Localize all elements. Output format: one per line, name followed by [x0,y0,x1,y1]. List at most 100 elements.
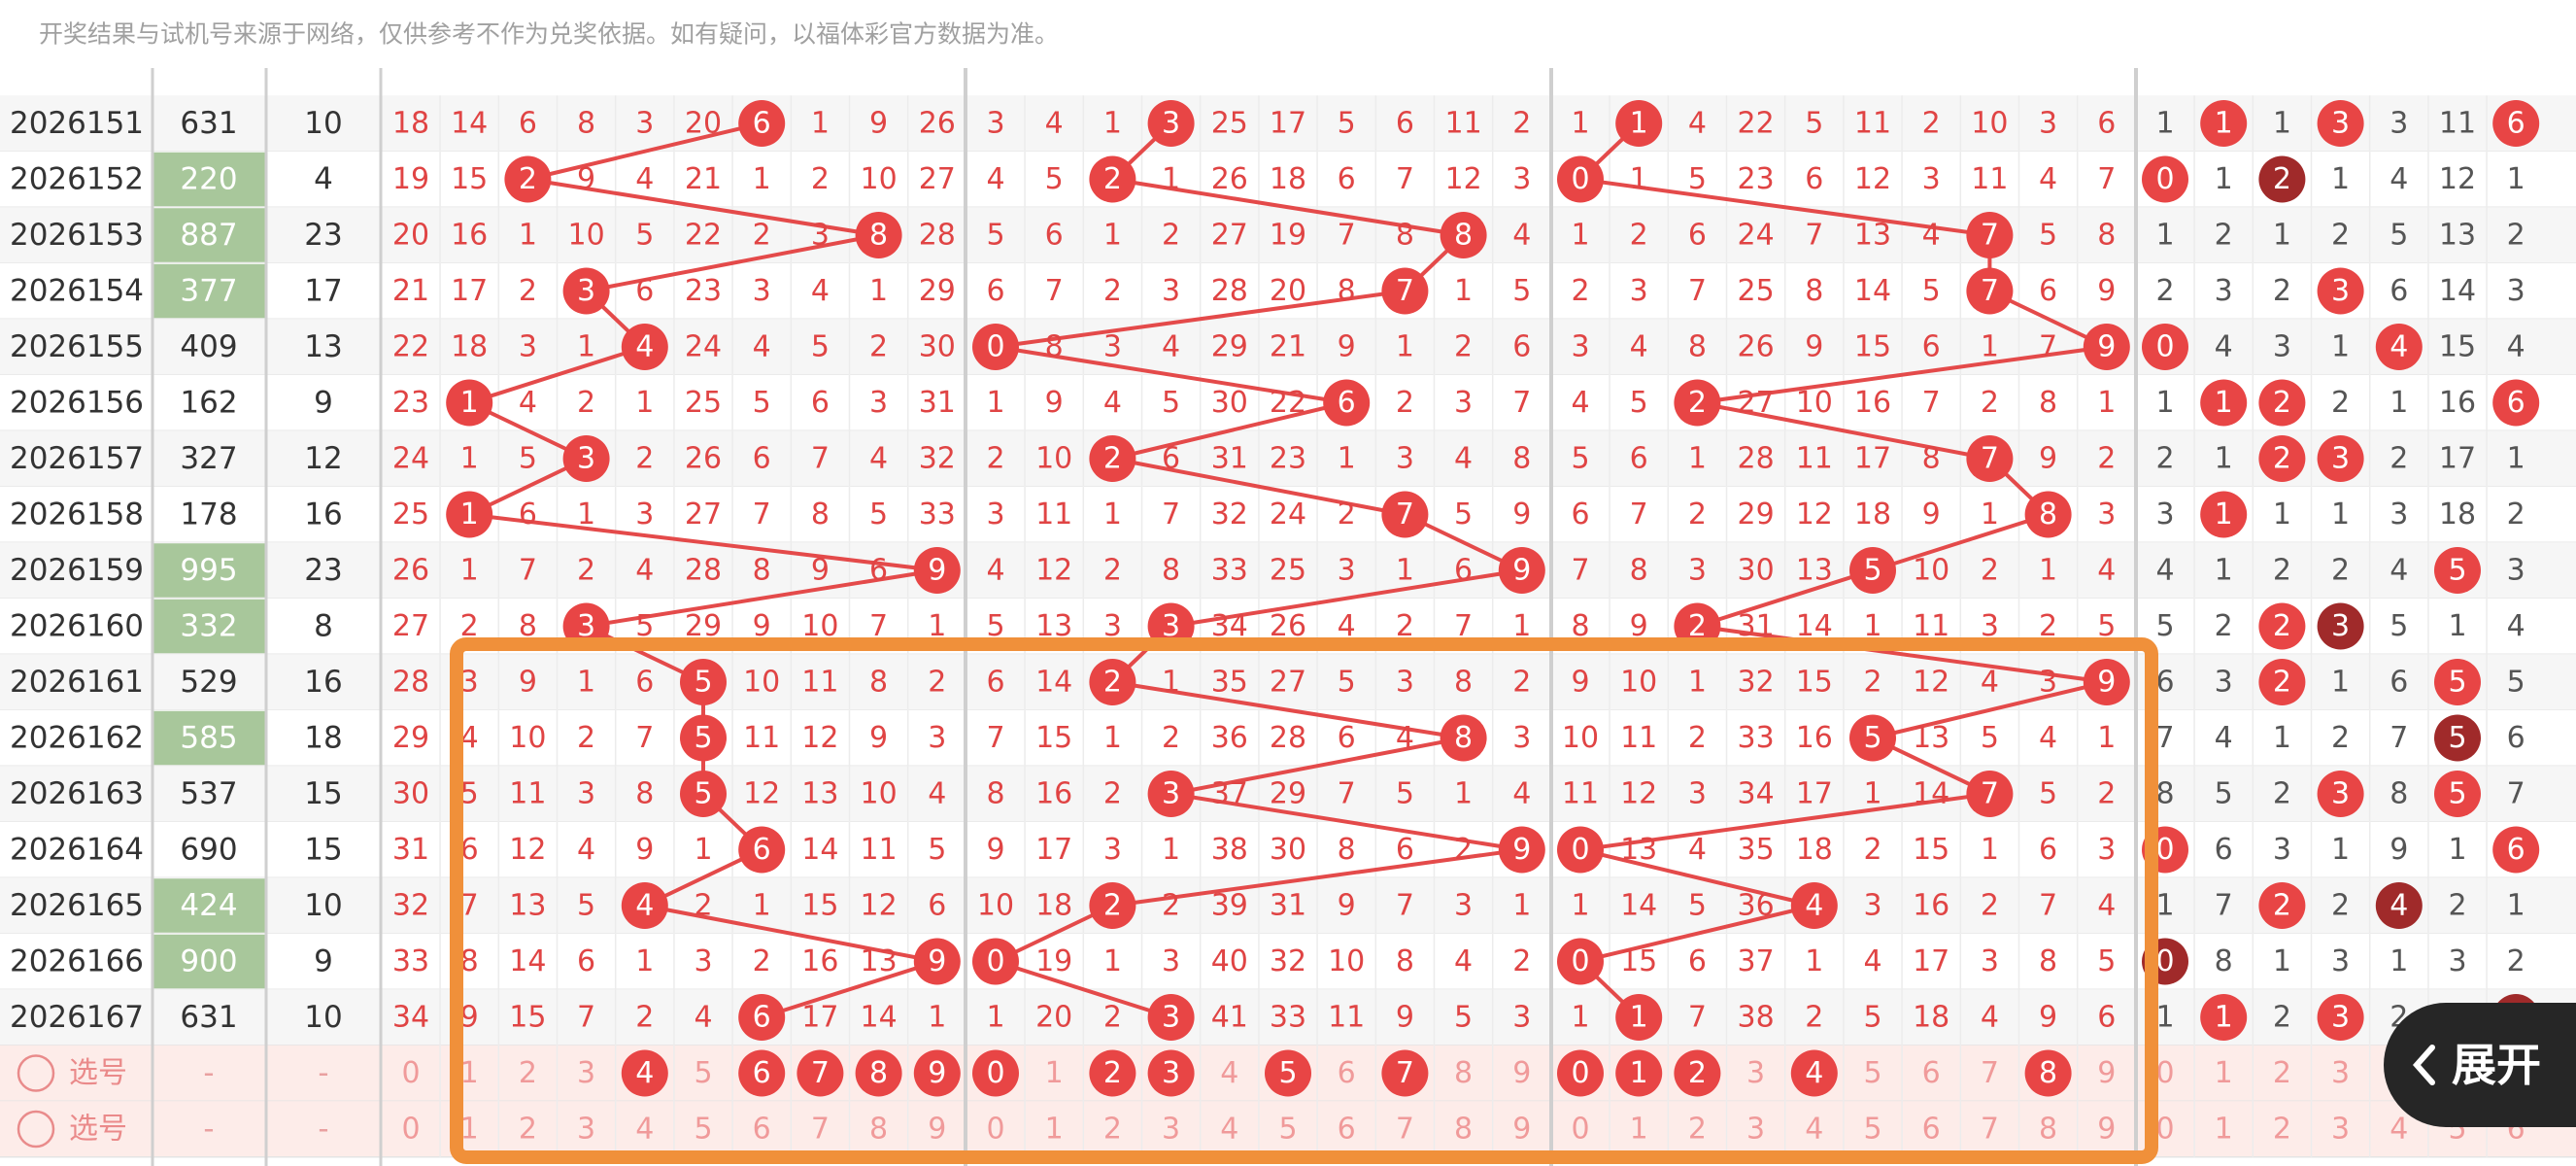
cell-value: 1 [1454,274,1473,308]
cell-value: 5 [2390,219,2408,253]
cell-value: 2 [577,721,595,755]
hit-ball [738,1049,786,1097]
cell-value: 8 [2039,1056,2057,1090]
cell-value: 20 [1035,1001,1072,1035]
period: 2026156 [10,386,144,421]
cell-value: 17 [451,274,488,308]
select-radio [17,1110,55,1149]
cell-value: 4 [635,330,654,364]
period: 2026151 [10,106,144,141]
cell-value: 2 [1688,1113,1707,1147]
cell-value: 3 [2039,666,2057,700]
cell-value: 30 [392,777,429,811]
cell-value: 7 [1981,777,1999,811]
cell-value: 11 [861,833,898,867]
cell-value: 4 [2215,721,2233,755]
cell-value: 0 [2155,162,2174,196]
cell-value: 2 [1863,833,1881,867]
hit-ball [504,155,552,203]
button-bg[interactable] [2384,1003,2576,1127]
cell-value: 4 [2215,330,2233,364]
period: 2026166 [10,944,144,979]
cell-value: 3 [2331,442,2350,476]
hit-ball [1615,994,1663,1041]
hit-ball [2375,882,2423,929]
cell-value: 31 [1211,442,1248,476]
cell-value: 4 [2390,554,2408,588]
cell-value: 22 [685,219,722,253]
cell-value: 0 [986,330,1004,364]
cell-value: 7 [1396,274,1414,308]
cell-value: 1 [577,666,595,700]
cell-value: 8 [1630,554,1648,588]
cell-value: 7 [2390,721,2408,755]
cell-value: 31 [1270,889,1306,923]
cell-value: 9 [1512,1113,1531,1147]
cell-value: 5 [460,777,479,811]
row-bg [0,262,2576,320]
cell-value: 4 [1922,219,1941,253]
cell-value: 0 [2155,1113,2174,1147]
cell-value: 1 [2273,944,2291,978]
number: 529 [180,665,237,700]
cell-value: 31 [919,386,956,420]
cell-value: 4 [1688,833,1707,867]
cell-value: 1 [1688,666,1707,700]
cell-value: 5 [519,442,537,476]
cell-value: 2 [2448,889,2466,923]
cell-value: 35 [1211,666,1248,700]
hit-ball [2142,324,2188,370]
cell-value: 7 [1338,777,1356,811]
expand-button[interactable]: 展开 [2384,1003,2576,1127]
hit-ball [621,324,668,370]
cell-value: 17 [1854,442,1891,476]
cell-value: 32 [1211,497,1248,532]
cell-value: 1 [1103,107,1122,141]
cell-value: 2 [2273,666,2291,700]
hit-ball [1557,1049,1604,1097]
cell-value: 4 [1045,107,1064,141]
cell-value: 7 [811,1113,830,1147]
cell-value: 5 [1688,889,1707,923]
cell-value: 6 [2097,1001,2116,1035]
cell-value: 2 [1863,666,1881,700]
cell-value: 5 [1981,721,1999,755]
cell-value: 2 [2331,889,2350,923]
cell-value: 2 [1103,777,1122,811]
cell-value: 6 [2507,721,2525,755]
cell-value: 25 [392,497,429,532]
sum: 15 [304,833,342,868]
cell-value: 0 [1571,833,1589,867]
button-label[interactable]: 展开 [2452,1039,2541,1091]
cell-value: 9 [928,554,946,588]
cell-value: 2 [1688,386,1707,420]
cell-value: 6 [2155,666,2174,700]
cell-value: 7 [753,497,771,532]
cell-value: 2 [694,889,712,923]
cell-value: 3 [869,386,888,420]
cell-value: 9 [1396,1001,1414,1035]
sum: 8 [314,609,333,644]
cell-value: 1 [460,497,479,532]
hit-ball [2317,435,2364,482]
cell-value: 3 [1162,777,1180,811]
number-highlight [153,543,265,598]
cell-value: 7 [2215,889,2233,923]
cell-value: 8 [1688,330,1707,364]
cell-value: 8 [1396,944,1414,978]
cell-value: 17 [2439,442,2476,476]
hit-ball [680,714,727,762]
cell-value: 0 [2155,1056,2174,1090]
cell-value: 4 [811,274,830,308]
cell-value: 5 [1454,1001,1473,1035]
cell-value: 2 [2039,609,2057,643]
cell-value: 1 [1571,107,1589,141]
cell-value: 19 [392,162,429,196]
hit-ball [1265,1049,1311,1097]
cell-value: 2 [2215,609,2233,643]
hit-ball [1674,379,1721,427]
cell-value: 5 [811,330,830,364]
hit-ball [2492,379,2540,427]
cell-value: 7 [869,609,888,643]
hit-ball [2317,994,2364,1041]
